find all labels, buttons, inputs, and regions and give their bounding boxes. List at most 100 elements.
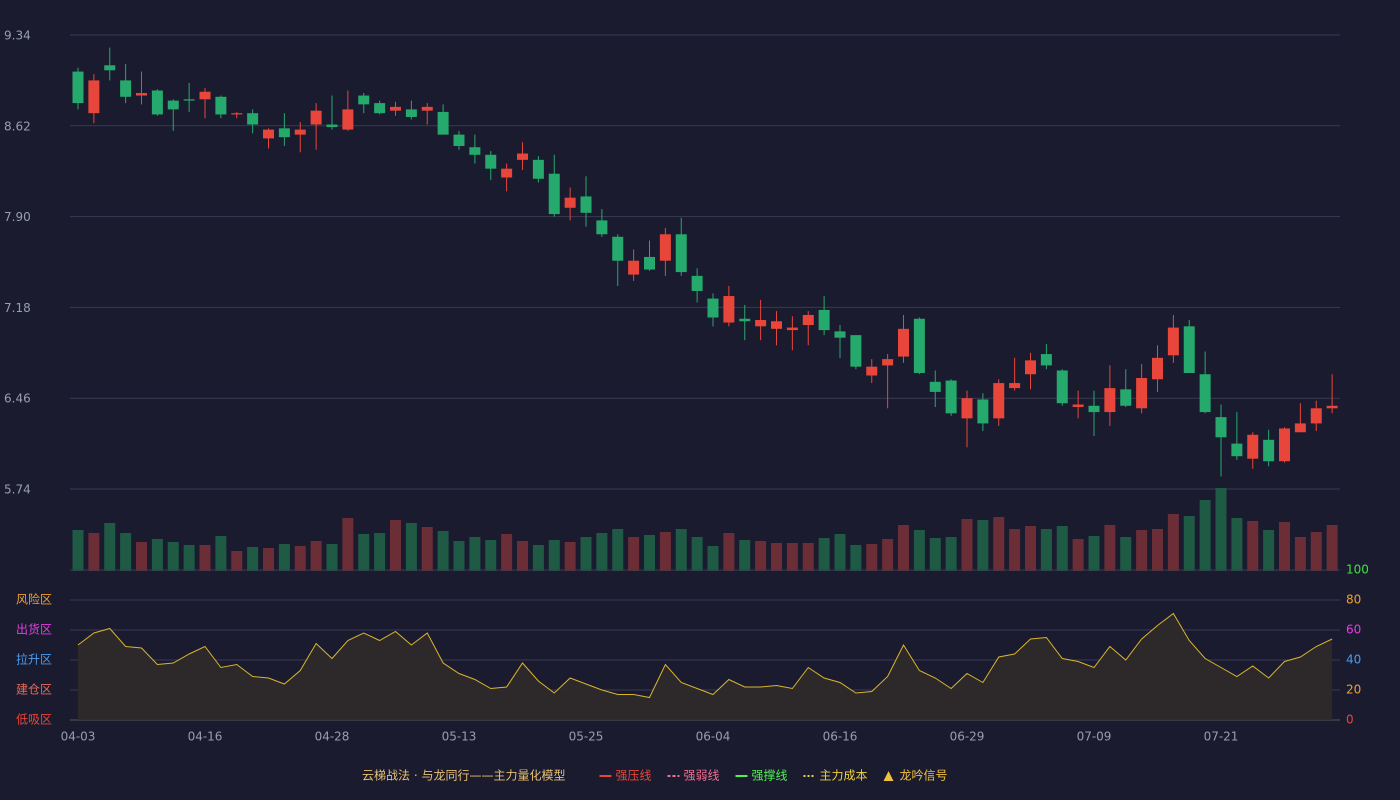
candle-body [723, 296, 735, 323]
candle-body [1025, 360, 1036, 375]
volume-bar [739, 540, 751, 571]
candle-body [913, 318, 925, 373]
candle-body [437, 111, 449, 135]
candle-body [390, 106, 401, 111]
volume-bar [564, 542, 576, 571]
candle-body [675, 234, 687, 273]
volume-bar [1294, 537, 1306, 571]
zone-label: 拉升区 [16, 652, 52, 667]
volume-bar [771, 543, 782, 571]
x-tick-label: 04-28 [315, 730, 350, 744]
volume-bar [1279, 522, 1290, 571]
y2-tick-label: 100 [1346, 563, 1369, 577]
volume-bar [167, 542, 179, 571]
candle-body [183, 99, 195, 101]
volume-bar [961, 519, 973, 571]
zone-label: 出货区 [16, 622, 52, 637]
candle-body [1152, 357, 1163, 380]
candle-body [1167, 327, 1179, 356]
x-tick-label: 06-29 [950, 730, 985, 744]
candle-body [850, 335, 862, 367]
candle-body [72, 71, 84, 104]
candle-body [1294, 423, 1306, 433]
volume-bar [485, 540, 497, 571]
volume-bar [898, 525, 909, 571]
legend-label: 主力成本 [820, 769, 868, 783]
oscillator-area [78, 613, 1333, 720]
candle-body [564, 197, 576, 208]
volume-bar [675, 529, 687, 571]
volume-bar [707, 546, 719, 571]
candle-body [1088, 405, 1100, 413]
volume-bar [913, 530, 925, 571]
volume-bar [977, 520, 989, 571]
candle-body [88, 80, 100, 114]
candle-body [1326, 405, 1338, 409]
candle-body [278, 128, 290, 138]
volume-bar [628, 537, 640, 571]
candle-body [961, 398, 973, 419]
candle-body [501, 168, 513, 178]
candle-body [263, 129, 274, 139]
x-tick-label: 06-04 [696, 730, 731, 744]
candle-body [802, 314, 814, 326]
volume-bar [850, 545, 862, 571]
legend-label: 强压线 [615, 769, 651, 783]
candle-body [104, 65, 116, 71]
candle-body [405, 109, 417, 117]
volume-bar [580, 537, 592, 571]
volume-bar [1072, 539, 1084, 571]
volume-bar [755, 541, 767, 571]
candle-body [231, 113, 243, 115]
volume-bar [691, 537, 703, 571]
candle-body [247, 113, 259, 125]
candle-body [1104, 388, 1116, 413]
candle-body [596, 220, 608, 235]
candle-body [1120, 389, 1132, 406]
x-tick-label: 04-16 [188, 730, 223, 744]
candle-body [120, 80, 132, 97]
volume-bar [1231, 518, 1243, 571]
candle-body [136, 93, 147, 96]
candle-body [469, 147, 481, 155]
candle-body [1263, 439, 1275, 462]
volume-bar [929, 538, 941, 571]
candle-body [628, 260, 640, 275]
candle-body [485, 154, 497, 169]
volume-bar [453, 541, 465, 571]
candle-body [1040, 354, 1052, 366]
volume-bar [215, 536, 227, 571]
candle-body [707, 298, 719, 318]
x-tick-label: 07-09 [1077, 730, 1112, 744]
x-tick-label: 05-25 [569, 730, 604, 744]
zone-label: 风险区 [16, 592, 52, 607]
volume-bar [945, 537, 957, 571]
volume-bar [1167, 514, 1179, 571]
volume-bar [183, 545, 195, 571]
oscillator-line [77, 612, 1333, 699]
volume-bar [532, 545, 544, 571]
candle-body [866, 366, 878, 376]
candle-body [1072, 404, 1084, 408]
candle-body [977, 399, 989, 424]
y-tick-label: 6.46 [4, 392, 31, 406]
volume-bar [818, 538, 830, 571]
volume-bar [294, 546, 306, 571]
y2-tick-label: 20 [1346, 683, 1361, 697]
volume-bar [1056, 526, 1068, 571]
volume-bar [72, 530, 84, 571]
legend-symbol [883, 771, 894, 781]
volume-bar [1310, 532, 1322, 571]
volume-bar [390, 520, 401, 571]
candle-body [374, 103, 386, 114]
volume-bar [802, 543, 814, 571]
volume-bar [151, 539, 163, 571]
volume-bar [247, 547, 259, 571]
candle-body [151, 90, 163, 115]
zone-label: 建仓区 [16, 683, 52, 697]
volume-bar [1136, 530, 1148, 571]
candle-body [1247, 434, 1259, 459]
candle-body [1215, 417, 1227, 438]
volume-bar [659, 532, 671, 571]
